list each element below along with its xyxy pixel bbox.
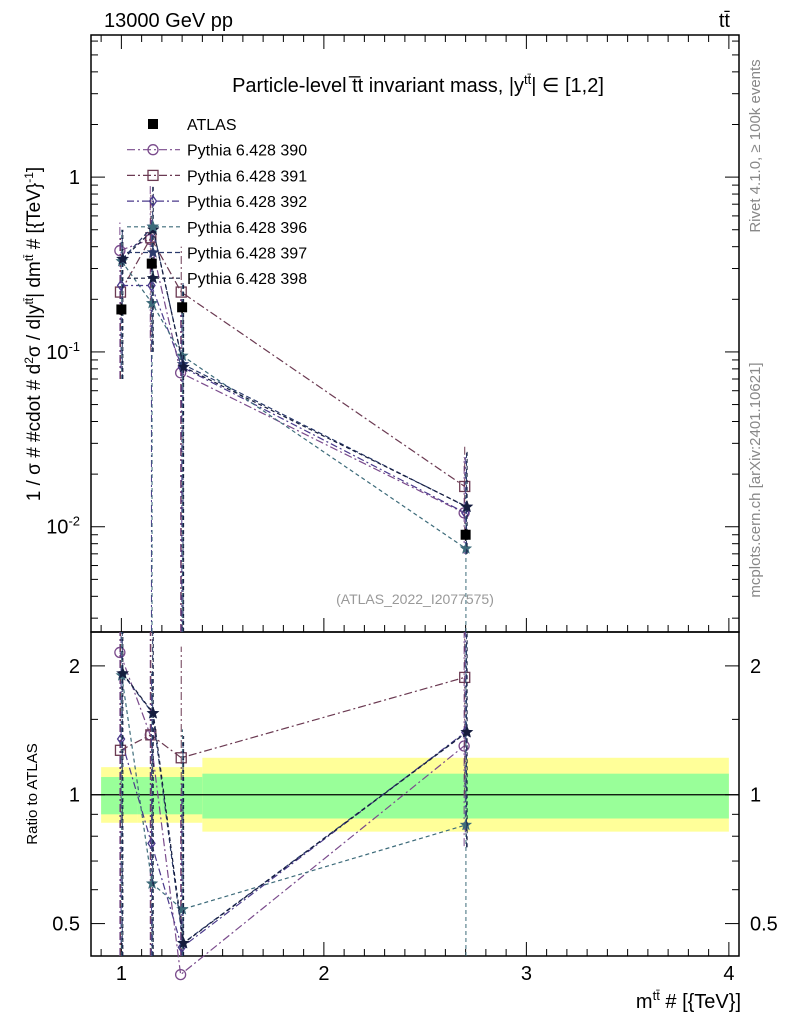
series-marker-ratio [176, 902, 189, 915]
series-line-ratio [119, 652, 465, 976]
series-marker-main [176, 349, 189, 362]
legend-marker [146, 271, 160, 284]
series-line-main [121, 260, 467, 550]
legend-marker [146, 220, 160, 233]
ratio-tick-label-right: 0.5 [750, 914, 778, 936]
series-marker-ratio [177, 936, 190, 949]
axis-tick-labels: 1 2 3 4 10-2 10-1 1 0.5 0.5 1 1 2 2 [46, 167, 778, 985]
ratio-y-axis-label: Ratio to ATLAS [24, 743, 41, 844]
legend-label-atlas: ATLAS [187, 117, 237, 134]
series-marker-main [177, 360, 190, 373]
x-tick-label: 2 [318, 963, 329, 985]
series-line-ratio [120, 676, 465, 759]
series-marker-main [114, 244, 126, 257]
legend: ATLAS Pythia 6.428 390 Pythia 6.428 391 Pyt… [127, 117, 307, 288]
ratio-plot-frame [90, 631, 740, 957]
analysis-watermark: (ATLAS_2022_I2077575) [336, 591, 494, 607]
y-axis-label: 1 / σ # #cdot # d2σ / d|ytt̄| dmtt̄ # [{… [22, 167, 45, 501]
series-marker-ratio [116, 667, 130, 679]
legend-label: Pythia 6.428 390 [187, 143, 307, 160]
series-marker-main [114, 286, 127, 298]
ratio-tick-label-right: 2 [750, 656, 761, 678]
legend-marker [147, 169, 159, 182]
series-marker-ratio [116, 732, 126, 746]
series-marker-main [116, 279, 126, 292]
atlas-data-points [116, 257, 471, 541]
mcplots-label: mcplots.cern.ch [arXiv:2401.10621] [747, 362, 764, 597]
series-marker-ratio [147, 706, 160, 719]
ratio-tick-label-left: 2 [69, 656, 80, 678]
y-tick-label: 1 [69, 167, 80, 189]
x-tick-label: 1 [116, 963, 127, 985]
legend-label: Pythia 6.428 392 [187, 194, 307, 211]
y-tick-label: 10-2 [46, 514, 80, 539]
series-marker-main [175, 286, 187, 298]
series-marker-ratio [114, 646, 126, 659]
legend-label: Pythia 6.428 397 [187, 246, 307, 263]
series-marker-ratio [147, 837, 156, 850]
legend-label: Pythia 6.428 398 [187, 271, 307, 288]
axis-ticks [91, 35, 739, 956]
series-marker-main [460, 500, 474, 513]
x-tick-label: 3 [521, 963, 532, 985]
series-marker-ratio [174, 968, 187, 981]
series-marker-ratio [460, 725, 474, 738]
ratio-tick-label-right: 1 [750, 785, 761, 807]
series-marker-ratio [459, 818, 473, 831]
legend-marker [147, 144, 159, 156]
legend-label: Pythia 6.428 391 [187, 168, 307, 185]
ratio-band-inner [101, 777, 138, 815]
series-marker-ratio [458, 740, 470, 752]
ratio-tick-label-left: 1 [69, 785, 80, 807]
series-marker-ratio [175, 752, 187, 764]
series-marker-ratio [459, 671, 471, 684]
legend-label: Pythia 6.428 396 [187, 220, 307, 237]
series-line-main [122, 228, 468, 508]
atlas-data-point [146, 258, 157, 269]
series-line-ratio [122, 673, 468, 945]
chart-title: Particle-level t̅t invariant mass, |ytt̄… [232, 72, 604, 97]
series-marker-main [147, 279, 156, 292]
series-line-ratio [120, 731, 466, 949]
series-line-main [121, 284, 466, 514]
rivet-label: Rivet 4.1.0, ≥ 100k events [747, 59, 764, 232]
ratio-tick-label-left: 0.5 [52, 914, 80, 936]
legend-marker [146, 246, 160, 258]
series-marker-main [459, 480, 471, 493]
series-marker-main [459, 542, 473, 554]
atlas-data-point [460, 529, 471, 540]
series-line-ratio [121, 675, 467, 910]
atlas-data-point [177, 302, 188, 313]
series-marker-main [145, 296, 159, 309]
x-axis-label: mtt̄ # [{TeV}] [636, 988, 741, 1013]
atlas-data-point [116, 304, 127, 315]
series-line-main [121, 225, 467, 508]
series-marker-ratio [145, 877, 159, 889]
ratio-series-group [114, 632, 474, 981]
x-tick-label: 4 [723, 963, 734, 985]
legend-marker-atlas [148, 119, 158, 129]
series-marker-ratio [114, 744, 127, 756]
legend-marker [148, 194, 158, 208]
series-marker-main [116, 252, 130, 265]
y-tick-label: 10-1 [46, 339, 80, 364]
header-right: tt̄ [719, 10, 731, 32]
header-left: 13000 GeV pp [104, 10, 233, 32]
